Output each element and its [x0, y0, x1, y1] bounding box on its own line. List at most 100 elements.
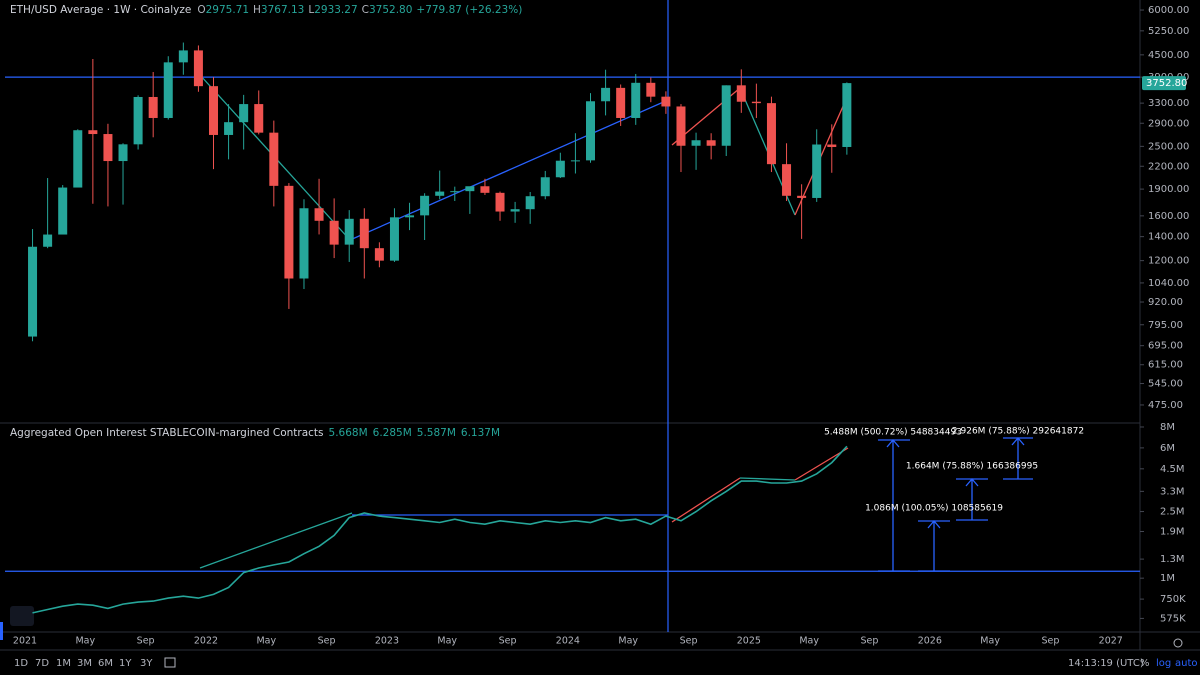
price-title: ETH/USD Average · 1W · Coinalyze O2975.71… [10, 4, 522, 16]
title: Aggregated Open Interest STABLECOIN-marg… [10, 427, 324, 439]
candle-body [435, 191, 445, 196]
candle-body [314, 208, 324, 221]
annotation: 1.664M (75.88%) 166386995 [906, 462, 1038, 472]
clock: 14:13:19 (UTC) [1068, 658, 1144, 669]
trend-line [794, 447, 849, 481]
x-tick-label: May [437, 636, 457, 647]
candle-body [88, 130, 98, 135]
candle-body [374, 248, 384, 261]
x-tick-label: Sep [499, 636, 517, 647]
x-tick-label: 2026 [918, 636, 942, 647]
legend-change: +779.87 (+26.23%) [416, 4, 522, 16]
candle-body [224, 122, 234, 135]
option-1[interactable]: log [1156, 658, 1171, 669]
legend-key: L [308, 4, 314, 16]
range-button[interactable]: 1M [56, 658, 71, 669]
legend-value: 6.285M [373, 427, 412, 439]
y-tick-label: 795.00 [1148, 320, 1183, 331]
legend-key: O [197, 4, 205, 16]
y-tick-label: 1600.00 [1148, 211, 1189, 222]
option-0[interactable]: % [1140, 658, 1150, 669]
candle-body [525, 196, 535, 210]
range-button[interactable]: 7D [35, 658, 49, 669]
candle-body [616, 87, 626, 118]
candle-body [721, 85, 731, 146]
candle-body [797, 195, 807, 198]
candle-body [646, 82, 656, 97]
annotation: 2.926M (75.88%) 292641872 [952, 427, 1084, 437]
legend-value: 3752.80 [369, 4, 412, 16]
y-tick-label: 615.00 [1148, 360, 1183, 371]
x-tick-label: May [980, 636, 1000, 647]
candle-body [344, 218, 354, 245]
candle-body [163, 62, 173, 118]
candle-body [661, 96, 671, 107]
y-tick-label: 2.5M [1160, 507, 1185, 518]
candle-body [842, 83, 852, 147]
y-tick-label: 6000.00 [1148, 5, 1189, 16]
x-tick-label: 2025 [737, 636, 761, 647]
y-tick-label: 920.00 [1148, 297, 1183, 308]
y-tick-label: 2500.00 [1148, 141, 1189, 152]
candle-body [193, 50, 203, 87]
candle-body [43, 234, 53, 247]
pane-handle [0, 622, 3, 640]
candle-body [631, 82, 641, 118]
candle-body [73, 130, 83, 188]
option-2[interactable]: auto [1175, 658, 1198, 669]
range-button[interactable]: 1D [14, 658, 28, 669]
x-tick-label: 2023 [375, 636, 399, 647]
last-price-tag [1142, 76, 1186, 91]
candle-body [329, 220, 339, 245]
candle-body [465, 186, 475, 192]
x-tick-label: Sep [318, 636, 336, 647]
x-tick-label: May [618, 636, 638, 647]
candle-body [706, 140, 716, 146]
x-tick-label: Sep [861, 636, 879, 647]
measure-arrow [956, 478, 988, 521]
candle-body [586, 101, 595, 161]
candle-body [118, 144, 128, 162]
candle-body [510, 209, 520, 212]
range-button[interactable]: 1Y [119, 658, 132, 669]
date-range-icon[interactable] [164, 657, 176, 668]
trend-line [199, 512, 353, 569]
y-tick-label: 3300.00 [1148, 98, 1189, 109]
settings-icon[interactable] [1173, 638, 1183, 648]
y-tick-label: 1M [1160, 573, 1175, 584]
candle-body [570, 160, 580, 162]
range-button[interactable]: 3Y [140, 658, 153, 669]
candle-body [736, 85, 746, 102]
range-button[interactable]: 6M [98, 658, 113, 669]
range-button[interactable]: 3M [77, 658, 92, 669]
candle-body [555, 160, 565, 178]
y-tick-label: 2900.00 [1148, 118, 1189, 129]
candle-body [480, 186, 490, 193]
candle-body [405, 215, 415, 218]
title: ETH/USD Average · 1W · Coinalyze [10, 4, 191, 16]
candle-body [269, 132, 279, 186]
oi-title: Aggregated Open Interest STABLECOIN-marg… [10, 427, 500, 439]
y-tick-label: 6M [1160, 443, 1175, 454]
candle-body [28, 246, 38, 337]
y-tick-label: 2200.00 [1148, 161, 1189, 172]
y-tick-label: 1900.00 [1148, 184, 1189, 195]
candle-body [103, 134, 113, 162]
candle-body [450, 191, 460, 193]
y-tick-label: 750K [1160, 594, 1186, 605]
legend-value: 2933.27 [314, 4, 357, 16]
candle-body [495, 192, 505, 212]
candle-body [676, 106, 686, 146]
trend-line [794, 94, 849, 216]
oi-drawings [199, 447, 849, 569]
candle-body [827, 144, 837, 147]
candle-body [782, 164, 792, 196]
y-tick-label: 545.00 [1148, 379, 1183, 390]
y-tick-label: 8M [1160, 422, 1175, 433]
candle-body [389, 217, 399, 261]
candles [28, 42, 852, 342]
candle-body [540, 177, 550, 197]
x-tick-label: 2027 [1099, 636, 1123, 647]
y-tick-label: 5250.00 [1148, 26, 1189, 37]
